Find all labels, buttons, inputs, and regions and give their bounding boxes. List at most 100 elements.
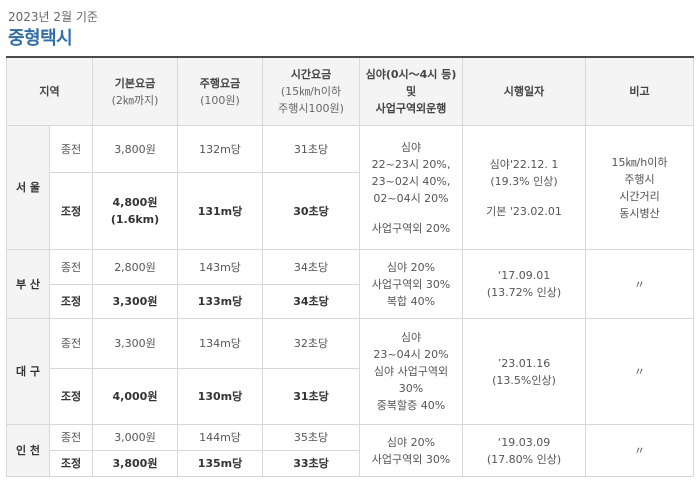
table-row-busan-before: 부 산 종전 2,800원 143m당 34초당 심야 20% 사업구역외 30…	[6, 249, 694, 319]
note-cell-incheon: 〃	[585, 424, 694, 477]
taxi-fare-table: 지역 기본요금 (2㎞까지) 주행요금 (100원) 시간요금 (15㎞/h이하…	[6, 56, 694, 477]
header-time-fare: 시간요금 (15㎞/h이하 주행시100원)	[262, 56, 360, 126]
base-fare-cell: 4,000원	[92, 368, 178, 425]
effective-date-cell-daegu: ’23.01.16 (13.5%인상)	[462, 318, 586, 425]
surcharge-line: 심야 20%	[386, 260, 436, 274]
base-fare-cell: 3,800원	[92, 450, 178, 477]
effective-date-cell-busan: ‘17.09.01 (13.72% 인상)	[462, 249, 586, 319]
header-late-night-line3: 사업구역외운행	[375, 102, 447, 115]
header-base-fare-sub: (2㎞까지)	[111, 93, 159, 107]
date-line: 심야'22.12. 1	[489, 157, 559, 171]
time-fare-cell: 31초당	[262, 368, 360, 425]
date-line: 기본 '23.02.01	[486, 204, 562, 218]
surcharge-line: 중복할증 40%	[376, 399, 446, 412]
row-kind-after: 조정	[49, 284, 93, 319]
effective-date-cell-seoul: 심야'22.12. 1 (19.3% 인상) 기본 '23.02.01	[462, 125, 586, 250]
time-fare-cell: 32초당	[262, 318, 360, 369]
row-kind-before: 종전	[49, 424, 93, 451]
header-effective-date: 시행일자	[462, 56, 586, 126]
time-fare-cell: 34초당	[262, 284, 360, 319]
note-cell-daegu: 〃	[585, 318, 694, 425]
header-time-fare-label: 시간요금	[290, 68, 332, 81]
page-title: 중형택시	[8, 28, 73, 49]
date-line: (13.5%인상)	[492, 373, 556, 387]
date-line: (19.3% 인상)	[490, 174, 558, 188]
note-line: 주행시	[624, 172, 655, 186]
reference-date-caption: 2023년 2월 기준	[8, 10, 98, 24]
header-late-night-line1: 심야(0시～4시 등)	[365, 68, 457, 81]
surcharge-line: 심야 20%	[386, 435, 436, 449]
time-fare-cell: 35초당	[262, 424, 360, 451]
note-line: 〃	[634, 277, 645, 291]
region-daegu: 대 구	[6, 318, 50, 425]
region-incheon: 인 천	[6, 424, 50, 477]
date-line: ‘19.03.09	[497, 435, 551, 449]
surcharge-line: 23~02시 40%,	[371, 174, 451, 188]
surcharge-line: 심야 사업구역외	[373, 365, 449, 378]
table-row-incheon-before: 인 천 종전 3,000원 144m당 35초당 심야 20% 사업구역외 30…	[6, 424, 694, 477]
base-fare-cell: 4,800원 (1.6km)	[92, 172, 178, 250]
region-busan: 부 산	[6, 249, 50, 319]
distance-fare-cell: 135m당	[177, 450, 263, 477]
surcharge-line: 심야	[400, 331, 422, 344]
time-fare-cell: 30초당	[262, 172, 360, 250]
surcharge-cell-seoul: 심야 22~23시 20%, 23~02시 40%, 02~04시 20% 사업…	[359, 125, 463, 250]
header-note: 비고	[585, 56, 694, 126]
region-seoul: 서 울	[6, 125, 50, 250]
surcharge-line: 심야	[400, 140, 422, 154]
distance-fare-cell: 134m당	[177, 318, 263, 369]
note-line: 〃	[634, 365, 645, 378]
time-fare-cell: 33초당	[262, 450, 360, 477]
header-base-fare: 기본요금 (2㎞까지)	[92, 56, 178, 126]
surcharge-cell-busan: 심야 20% 사업구역외 30% 복합 40%	[359, 249, 463, 319]
base-fare-cell: 3,300원	[92, 318, 178, 369]
base-fare-cell: 3,800원	[92, 125, 178, 173]
distance-fare-cell: 131m당	[177, 172, 263, 250]
note-line: 시간거리	[619, 189, 660, 203]
note-line: 〃	[634, 444, 645, 457]
base-fare-cell: 3,000원	[92, 424, 178, 451]
table-row-incheon-after: 조정 3,800원 135m당 33초당	[7, 450, 694, 477]
date-line: ’23.01.16	[497, 356, 551, 370]
surcharge-line: 02~04시 20%	[373, 191, 449, 205]
surcharge-line: 23~04시 20%	[373, 348, 449, 361]
distance-fare-cell: 144m당	[177, 424, 263, 451]
table-row-daegu-before: 대 구 종전 3,300원 134m당 32초당 심야 23~04시 20% 심…	[6, 318, 694, 425]
header-distance-fare-label: 주행요금	[199, 76, 241, 90]
distance-fare-cell: 143m당	[177, 249, 263, 285]
surcharge-cell-daegu: 심야 23~04시 20% 심야 사업구역외 30% 중복할증 40%	[359, 318, 463, 425]
row-kind-before: 종전	[49, 125, 93, 173]
base-fare-value: 4,800원	[112, 196, 158, 209]
distance-fare-cell: 130m당	[177, 368, 263, 425]
header-distance-fare-sub: (100원)	[200, 93, 240, 107]
surcharge-line: 30%	[398, 382, 424, 395]
time-fare-cell: 34초당	[262, 249, 360, 285]
date-line: ‘17.09.01	[497, 269, 551, 282]
note-cell-seoul: 15㎞/h이하 주행시 시간거리 동시병산	[585, 125, 694, 250]
note-cell-busan: 〃	[585, 249, 694, 319]
table-row-seoul-before: 서 울 종전 3,800원 132m당 31초당 심야 22~23시 20%, …	[6, 125, 694, 250]
header-base-fare-label: 기본요금	[114, 76, 156, 90]
row-kind-before: 종전	[49, 318, 93, 369]
note-line: 동시병산	[619, 206, 660, 220]
surcharge-cell-incheon: 심야 20% 사업구역외 30%	[359, 424, 463, 477]
date-line: (17.80% 인상)	[486, 452, 562, 466]
distance-fare-cell: 133m당	[177, 284, 263, 319]
base-distance-value: (1.6km)	[110, 213, 160, 226]
surcharge-line: 22~23시 20%,	[371, 157, 451, 171]
header-late-night-line2: 및	[405, 85, 417, 98]
base-fare-cell: 2,800원	[92, 249, 178, 285]
row-kind-before: 종전	[49, 249, 93, 285]
surcharge-line: 복합 40%	[386, 294, 436, 308]
date-line: (13.72% 인상)	[486, 286, 562, 299]
row-kind-after: 조정	[49, 450, 93, 477]
header-time-fare-sub1: (15㎞/h이하	[280, 85, 342, 98]
surcharge-line: 사업구역외 20%	[371, 221, 451, 235]
header-distance-fare: 주행요금 (100원)	[177, 56, 263, 126]
effective-date-cell-incheon: ‘19.03.09 (17.80% 인상)	[462, 424, 586, 477]
distance-fare-cell: 132m당	[177, 125, 263, 173]
header-region: 지역	[6, 56, 93, 126]
header-time-fare-sub2: 주행시100원)	[278, 102, 344, 115]
row-kind-after: 조정	[49, 368, 93, 425]
header-row: 지역 기본요금 (2㎞까지) 주행요금 (100원) 시간요금 (15㎞/h이하…	[6, 56, 694, 126]
